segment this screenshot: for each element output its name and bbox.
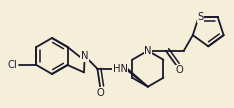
Text: O: O — [176, 65, 183, 75]
Text: Cl: Cl — [7, 60, 17, 70]
Text: N: N — [81, 51, 88, 61]
Text: N: N — [144, 46, 152, 56]
Text: O: O — [96, 87, 104, 98]
Text: HN: HN — [113, 64, 128, 74]
Text: S: S — [197, 12, 204, 22]
